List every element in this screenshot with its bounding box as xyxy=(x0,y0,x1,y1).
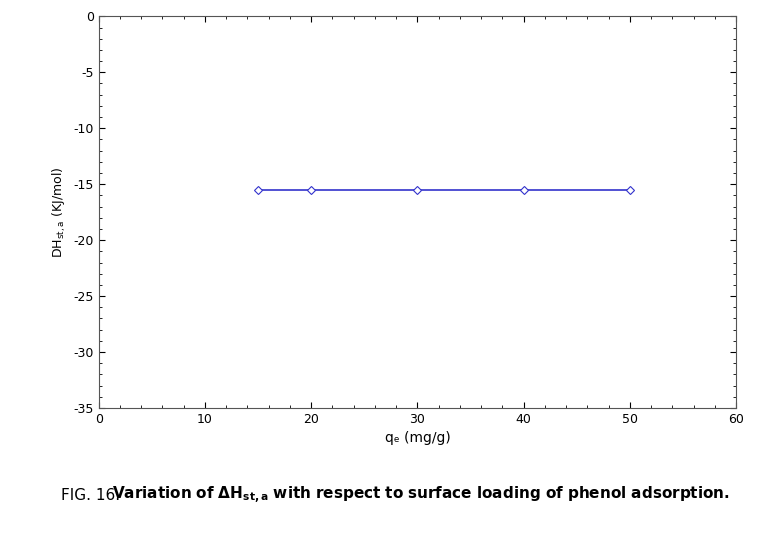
X-axis label: qₑ (mg/g): qₑ (mg/g) xyxy=(385,431,450,446)
Text: FIG. 16.: FIG. 16. xyxy=(61,487,124,503)
Text: Variation of ΔH: Variation of ΔH xyxy=(0,543,1,544)
Y-axis label: $\mathrm{DH_{st,a}}$ (KJ/mol): $\mathrm{DH_{st,a}}$ (KJ/mol) xyxy=(51,166,68,258)
Text: $\mathbf{Variation\ of\ \Delta H_{st,a}\ with\ respect\ to\ surface\ loading\ of: $\mathbf{Variation\ of\ \Delta H_{st,a}\… xyxy=(112,484,730,506)
